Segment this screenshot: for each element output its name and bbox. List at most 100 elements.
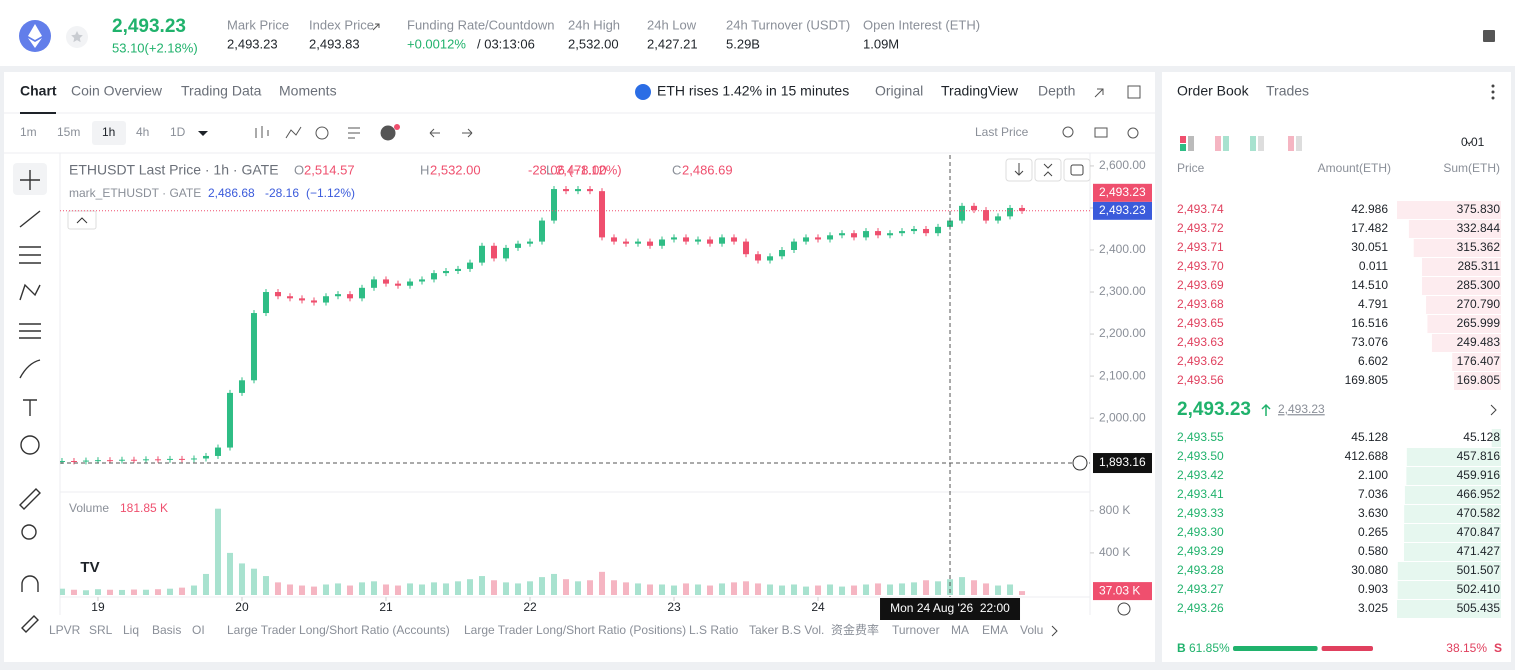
text-tool[interactable]: [23, 399, 37, 416]
ob-amount: 17.482: [1351, 221, 1388, 235]
ob-price[interactable]: 2,493.70: [1177, 259, 1224, 273]
level-add[interactable]: [1072, 455, 1088, 471]
pencil-tool[interactable]: [21, 615, 39, 633]
ob-price[interactable]: 2,493.50: [1177, 449, 1224, 463]
ruler-tool[interactable]: [19, 488, 41, 510]
interval[interactable]: 1m: [20, 125, 37, 139]
ob-price[interactable]: 2,493.72: [1177, 221, 1224, 235]
depth-bar: [1404, 505, 1501, 523]
chart-tab[interactable]: Chart: [20, 83, 57, 99]
zoom-tool[interactable]: [21, 524, 37, 540]
news[interactable]: ETH rises 1.42% in 15 minutes: [657, 83, 849, 99]
panel-icon[interactable]: [1483, 30, 1495, 42]
view-tab[interactable]: Original: [875, 83, 923, 99]
chevron: [76, 217, 88, 224]
layout[interactable]: [1180, 136, 1186, 143]
indicator[interactable]: OI: [192, 623, 205, 637]
indicator[interactable]: Basis: [152, 623, 181, 637]
ob-price[interactable]: 2,493.30: [1177, 525, 1224, 539]
ob-price[interactable]: 2,493.42: [1177, 468, 1224, 482]
settings-icon[interactable]: [1127, 127, 1139, 139]
indicator-more[interactable]: [1051, 625, 1058, 637]
view-tab[interactable]: TradingView: [941, 83, 1019, 99]
ob-price[interactable]: 2,493.63: [1177, 335, 1224, 349]
interval[interactable]: 4h: [136, 125, 149, 139]
chart-tab[interactable]: Moments: [279, 83, 337, 99]
undo-icon[interactable]: [429, 128, 440, 138]
mid-chevron[interactable]: [1490, 404, 1497, 416]
indicator[interactable]: Liq: [123, 623, 139, 637]
indicator[interactable]: Volume: [1020, 623, 1060, 637]
candle-icon[interactable]: [255, 126, 269, 138]
ob-price[interactable]: 2,493.62: [1177, 354, 1224, 368]
volume-bar: [923, 580, 930, 595]
candle: [827, 235, 834, 240]
ob-price[interactable]: 2,493.74: [1177, 202, 1224, 216]
ob-price[interactable]: 2,493.27: [1177, 582, 1224, 596]
replay-icon[interactable]: [315, 126, 329, 140]
ob-amount: 4.791: [1358, 297, 1388, 311]
indicator-icon[interactable]: [285, 126, 302, 139]
candle: [250, 313, 257, 381]
layout[interactable]: [1250, 136, 1256, 151]
price-type[interactable]: Last Price: [975, 125, 1029, 139]
indicator[interactable]: EMA: [982, 623, 1008, 637]
emoji-tool[interactable]: [20, 435, 40, 455]
redo-icon[interactable]: [462, 128, 473, 138]
ob-price[interactable]: 2,493.28: [1177, 563, 1224, 577]
indicator[interactable]: Large Trader Long/Short Ratio (Accounts): [227, 623, 450, 637]
magnet-tool[interactable]: [21, 575, 39, 592]
depth-bar: [1413, 239, 1501, 257]
dropdown-icon[interactable]: [198, 131, 208, 136]
layout[interactable]: [1215, 136, 1221, 151]
interval[interactable]: 15m: [57, 125, 80, 139]
indicator[interactable]: Large Trader Long/Short Ratio (Positions…: [464, 623, 686, 637]
indicator[interactable]: LPVR: [49, 623, 81, 637]
ob-price[interactable]: 2,493.29: [1177, 544, 1224, 558]
chart-tab[interactable]: Coin Overview: [71, 83, 163, 99]
collapse-legend[interactable]: [67, 210, 97, 230]
channel-tool[interactable]: [19, 246, 41, 264]
ob-price[interactable]: 2,493.65: [1177, 316, 1224, 330]
ob-price[interactable]: 2,493.71: [1177, 240, 1224, 254]
axis-settings[interactable]: [1117, 602, 1131, 616]
ob-step[interactable]: 0.01: [1461, 135, 1485, 149]
ob-price[interactable]: 2,493.33: [1177, 506, 1224, 520]
pane-maximize[interactable]: [1063, 158, 1091, 182]
pattern-tool[interactable]: [19, 283, 41, 301]
search-icon[interactable]: [1062, 126, 1074, 138]
ob-tab[interactable]: Order Book: [1177, 83, 1250, 99]
indicator[interactable]: 资金费率: [831, 622, 879, 637]
ob-price[interactable]: 2,493.69: [1177, 278, 1224, 292]
ob-price[interactable]: 2,493.56: [1177, 373, 1224, 387]
view-tab[interactable]: Depth: [1038, 83, 1075, 99]
layout[interactable]: [1288, 136, 1294, 151]
interval[interactable]: 1h: [102, 125, 115, 139]
step-dropdown[interactable]: [1465, 140, 1473, 145]
expand-icon[interactable]: [1094, 88, 1104, 98]
indicator[interactable]: SRL: [89, 623, 113, 637]
ob-price[interactable]: 2,493.55: [1177, 430, 1224, 444]
template-icon[interactable]: [348, 127, 360, 139]
brush-tool[interactable]: [19, 359, 41, 379]
fib-tool[interactable]: [19, 323, 41, 339]
line-tool[interactable]: [19, 210, 41, 228]
ob-tab[interactable]: Trades: [1266, 83, 1309, 99]
ob-price[interactable]: 2,493.68: [1177, 297, 1224, 311]
chart-tab[interactable]: Trading Data: [181, 83, 262, 99]
crosshair-tool[interactable]: [20, 170, 40, 190]
menu-dot[interactable]: [1491, 84, 1495, 88]
indicator[interactable]: Turnover: [892, 623, 940, 637]
link-icon: [372, 23, 380, 31]
add-icon[interactable]: [380, 125, 396, 141]
ob-price[interactable]: 2,493.26: [1177, 601, 1224, 615]
ob-price[interactable]: 2,493.41: [1177, 487, 1224, 501]
indicator[interactable]: MA: [951, 623, 969, 637]
indicator[interactable]: Taker B.S Vol.: [749, 623, 824, 637]
interval[interactable]: 1D: [170, 125, 186, 139]
pane-down[interactable]: [1005, 158, 1033, 182]
camera-icon[interactable]: [1094, 127, 1108, 138]
pane-collapse[interactable]: [1034, 158, 1062, 182]
window-icon[interactable]: [1127, 85, 1141, 99]
indicator[interactable]: L.S Ratio: [689, 623, 739, 637]
